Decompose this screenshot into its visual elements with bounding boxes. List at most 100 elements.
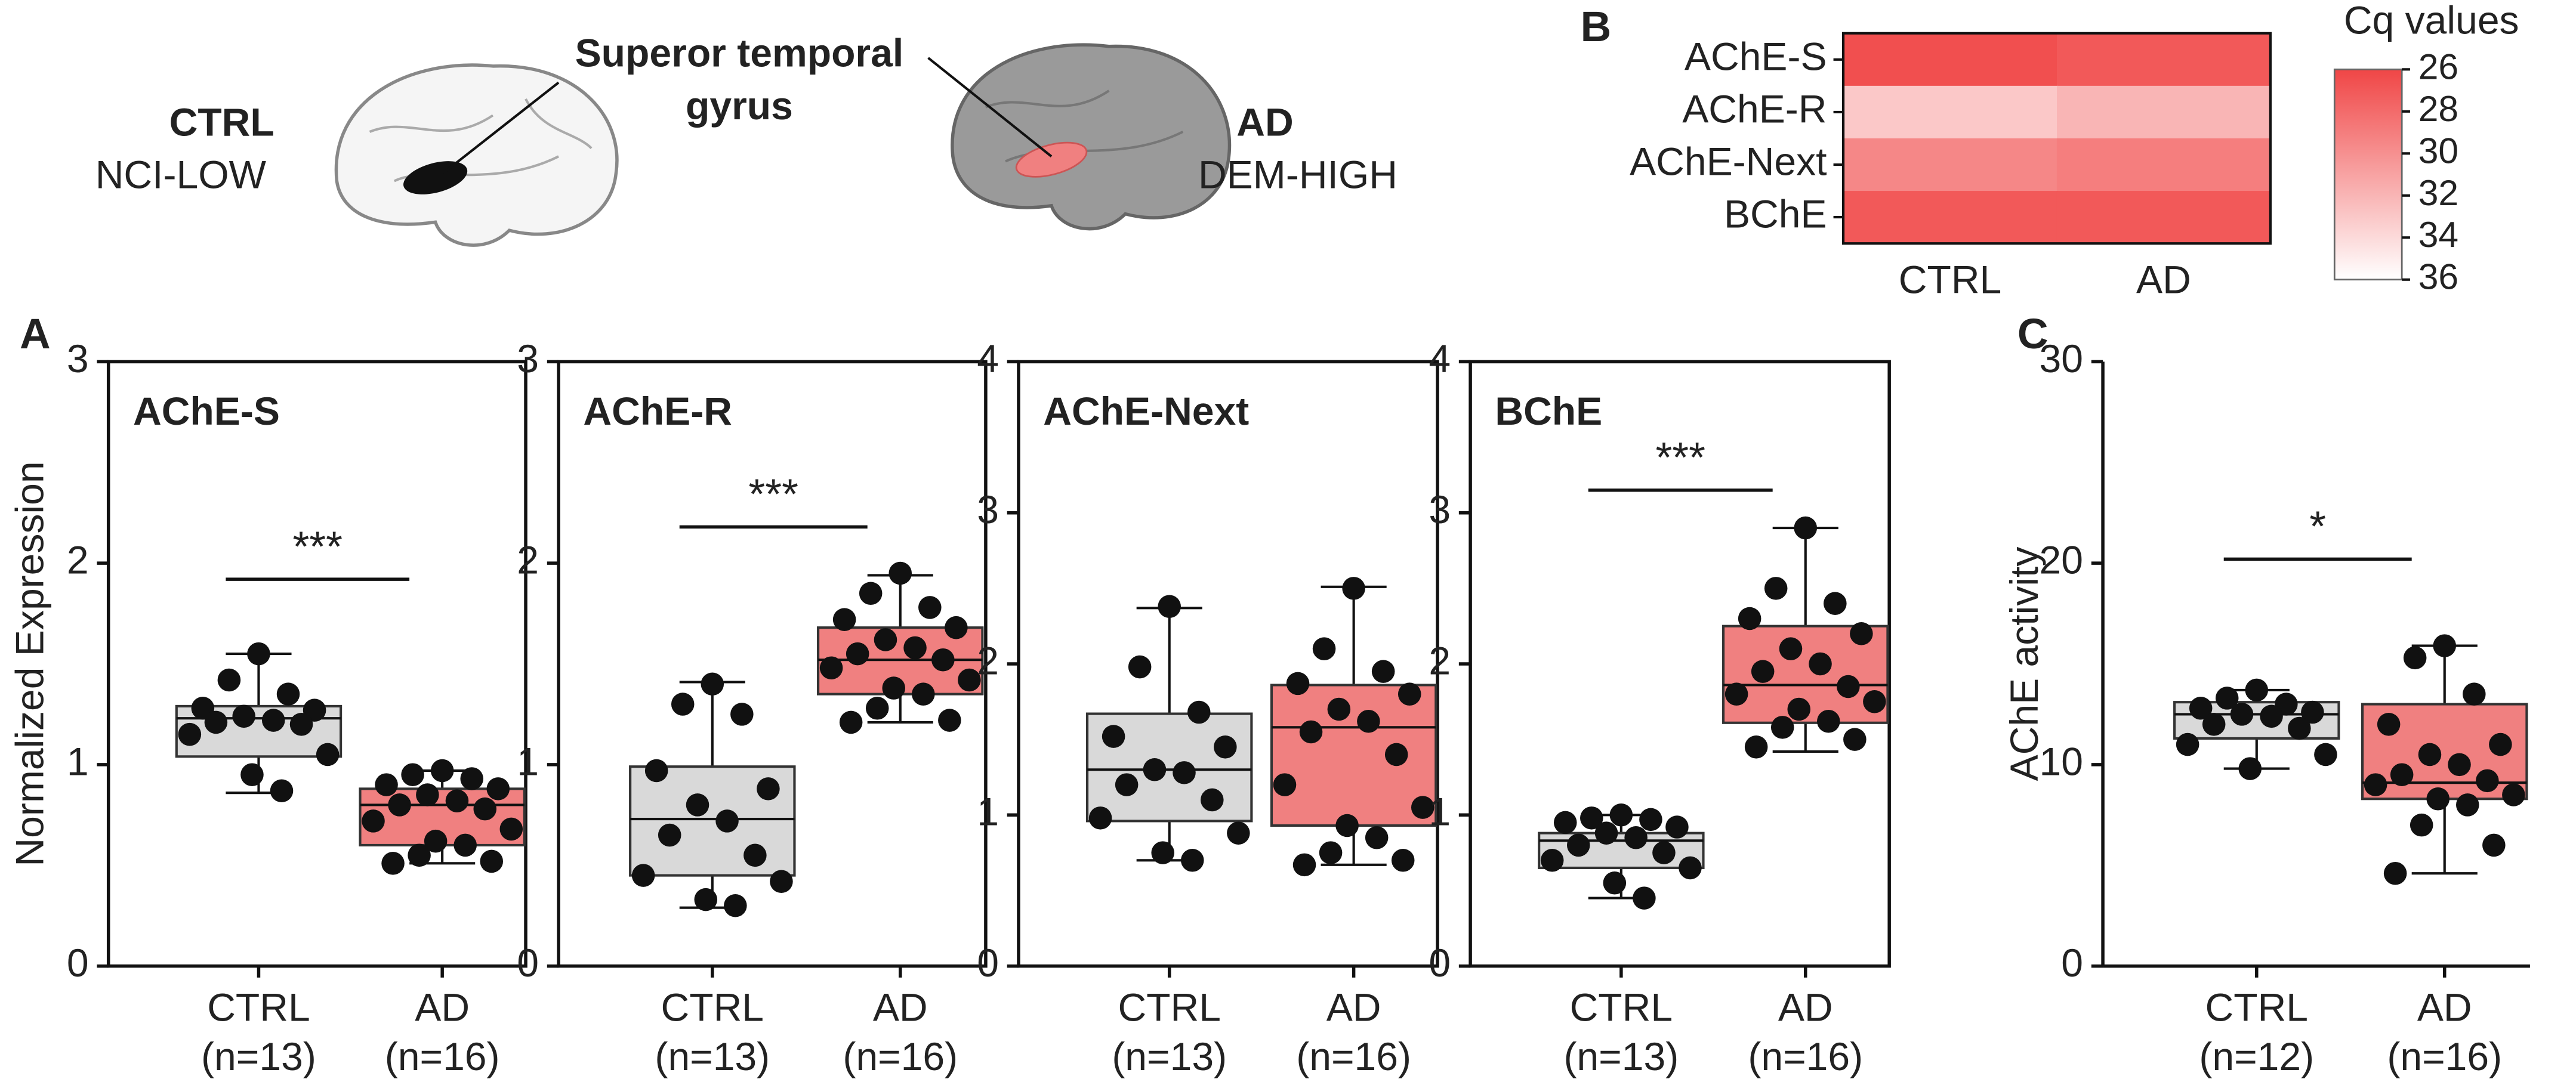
- data-point: [1411, 796, 1434, 819]
- data-point: [1566, 833, 1590, 857]
- y-tick-label: 2: [517, 539, 539, 583]
- x-tick-label: AD: [1326, 985, 1381, 1030]
- brain-ad: [951, 43, 1232, 231]
- data-point: [1227, 821, 1250, 845]
- n-label: (n=16): [1748, 1035, 1863, 1079]
- n-label: (n=16): [385, 1035, 500, 1079]
- data-point: [2403, 646, 2427, 670]
- x-tick-label: AD: [415, 985, 470, 1030]
- data-point: [882, 676, 906, 700]
- heatmap-frame: [1842, 32, 2272, 245]
- y-tick-label: 3: [517, 337, 539, 381]
- data-point: [1553, 811, 1577, 834]
- data-point: [1751, 660, 1775, 683]
- data-point: [2301, 700, 2324, 724]
- data-point: [2448, 753, 2471, 777]
- data-point: [1794, 516, 1818, 540]
- heatmap-cell: [2056, 85, 2272, 140]
- n-label: (n=12): [2199, 1035, 2314, 1079]
- x-tick-label: AD: [1778, 985, 1833, 1030]
- y-tick-label: 0: [1429, 941, 1451, 985]
- data-point: [1779, 637, 1803, 660]
- data-point: [1273, 773, 1297, 796]
- colorbar-tick-label: 34: [2418, 214, 2458, 255]
- data-point: [2433, 634, 2457, 657]
- data-point: [1143, 758, 1167, 781]
- data-point: [724, 894, 747, 917]
- data-point: [2482, 833, 2506, 857]
- n-label: (n=13): [1112, 1035, 1227, 1079]
- data-point: [1128, 655, 1152, 679]
- data-point: [1342, 577, 1365, 600]
- data-point: [2202, 713, 2226, 736]
- heatmap-cell: [2056, 191, 2272, 245]
- data-point: [261, 709, 285, 732]
- significance-label: *: [2309, 503, 2326, 551]
- y-tick-label: 1: [1429, 790, 1451, 834]
- data-point: [686, 793, 709, 817]
- n-label: (n=16): [2387, 1035, 2502, 1079]
- data-point: [1327, 697, 1351, 721]
- data-point: [1787, 697, 1811, 721]
- data-point: [204, 710, 228, 734]
- data-point: [715, 809, 739, 833]
- data-point: [2314, 743, 2337, 766]
- data-point: [1365, 826, 1389, 849]
- data-point: [2463, 682, 2486, 706]
- data-point: [2390, 763, 2414, 787]
- data-point: [247, 642, 270, 666]
- data-point: [1639, 808, 1662, 832]
- pointer: [927, 57, 1053, 157]
- data-point: [912, 682, 935, 706]
- data-point: [499, 817, 523, 841]
- data-point: [416, 783, 439, 806]
- x-tick-label: CTRL: [2205, 985, 2309, 1030]
- y-tick-label: 1: [67, 740, 89, 784]
- y-tick-label: 0: [517, 941, 539, 985]
- data-point: [1652, 841, 1676, 864]
- data-point: [2260, 704, 2283, 728]
- n-label: (n=13): [201, 1035, 316, 1079]
- region-label: gyrus: [686, 84, 793, 128]
- data-point: [2426, 787, 2450, 811]
- colorbar-title: Cq values: [2344, 0, 2519, 43]
- plot-frame: [106, 360, 527, 968]
- data-point: [1724, 682, 1748, 706]
- heatmap-cell: [1843, 33, 2058, 87]
- ctrl-label: CTRL: [169, 100, 274, 144]
- n-label: (n=16): [843, 1035, 958, 1079]
- data-point: [2215, 687, 2239, 710]
- data-point: [1633, 886, 1656, 910]
- x-tick-label: CTRL: [1570, 985, 1673, 1030]
- data-point: [1850, 622, 1873, 645]
- data-point: [1187, 700, 1211, 724]
- ad-label: AD: [1236, 100, 1293, 144]
- pointer: [443, 81, 560, 174]
- y-tick-label: 1: [517, 740, 539, 784]
- x-tick-label: AD: [2417, 985, 2472, 1030]
- data-point: [232, 704, 255, 728]
- data-point: [2377, 713, 2401, 736]
- data-point: [1817, 709, 1840, 733]
- y-axis-label: Normalized Expression: [8, 461, 53, 866]
- y-tick-label: 3: [977, 488, 999, 532]
- data-point: [1292, 853, 1316, 877]
- data-point: [1102, 725, 1125, 748]
- panel-letter: B: [1581, 3, 1612, 51]
- data-point: [730, 703, 754, 726]
- panel-title: AChE-Next: [1043, 390, 1249, 434]
- data-point: [2230, 703, 2254, 726]
- data-point: [1540, 848, 1564, 872]
- data-point: [865, 697, 889, 720]
- data-point: [819, 656, 843, 680]
- data-point: [1158, 595, 1181, 619]
- data-point: [1863, 690, 1886, 713]
- x-tick-label: AD: [873, 985, 928, 1030]
- data-point: [408, 843, 431, 867]
- data-point: [889, 561, 912, 585]
- significance-label: ***: [1655, 434, 1705, 481]
- data-point: [1744, 735, 1768, 759]
- data-point: [770, 870, 793, 893]
- panel-letter: C: [2017, 310, 2049, 358]
